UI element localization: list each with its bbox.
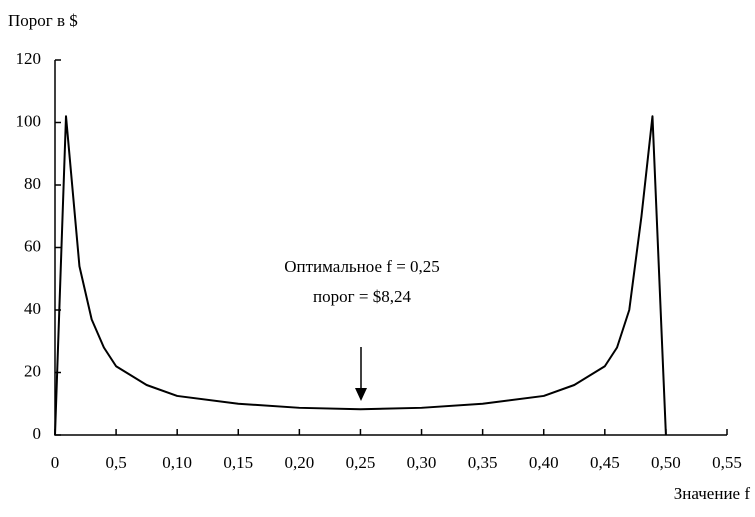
x-tick-label: 0,15 bbox=[223, 453, 253, 472]
y-tick-label: 0 bbox=[33, 424, 42, 443]
x-tick-label: 0,30 bbox=[407, 453, 437, 472]
annotation: Оптимальное f = 0,25 bbox=[284, 257, 440, 276]
x-tick-label: 0,25 bbox=[346, 453, 376, 472]
x-tick-label: 0,10 bbox=[162, 453, 192, 472]
y-tick-label: 80 bbox=[24, 174, 41, 193]
y-axis-label: Порог в $ bbox=[8, 11, 78, 30]
x-tick-label: 0,20 bbox=[284, 453, 314, 472]
annotation: порог = $8,24 bbox=[313, 287, 411, 306]
axis-line bbox=[54, 60, 727, 436]
y-tick-label: 40 bbox=[24, 299, 41, 318]
arrow-head bbox=[355, 388, 367, 401]
y-tick-label: 60 bbox=[24, 236, 41, 255]
x-tick-label: 0,50 bbox=[651, 453, 681, 472]
x-tick-label: 0,45 bbox=[590, 453, 620, 472]
y-tick-label: 100 bbox=[16, 111, 42, 130]
y-tick-label: 20 bbox=[24, 361, 41, 380]
x-tick-label: 0,5 bbox=[105, 453, 126, 472]
x-axis-label: Значение f bbox=[674, 484, 751, 503]
x-tick-label: 0,40 bbox=[529, 453, 559, 472]
x-tick-label: 0 bbox=[51, 453, 60, 472]
y-tick-label: 120 bbox=[16, 49, 42, 68]
x-tick-label: 0,35 bbox=[468, 453, 498, 472]
data-line bbox=[54, 115, 667, 436]
x-tick-label: 0,55 bbox=[712, 453, 742, 472]
